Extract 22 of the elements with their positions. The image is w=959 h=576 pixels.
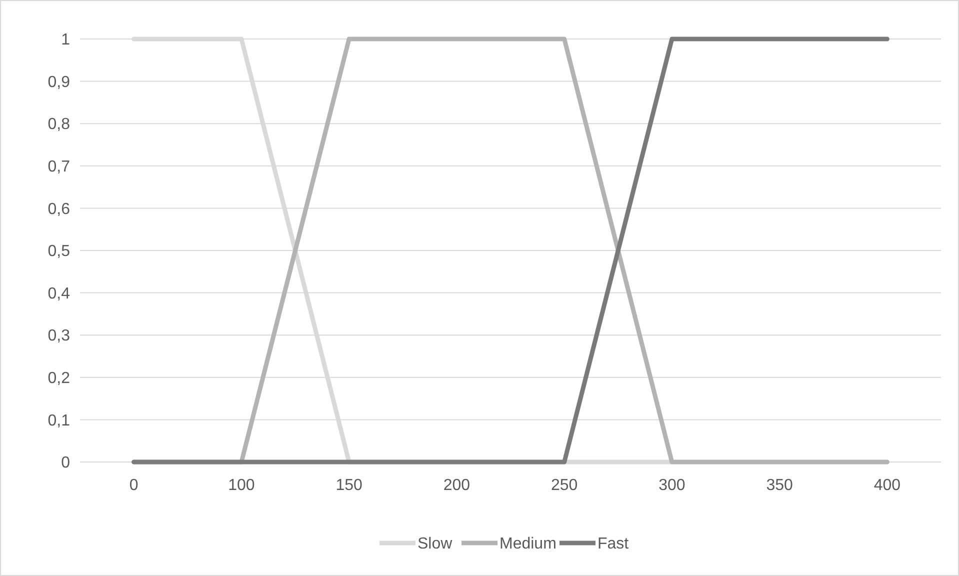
y-tick-label: 0,5 [48, 243, 70, 260]
y-tick-label: 0,2 [48, 370, 70, 387]
x-tick-label: 100 [228, 477, 255, 494]
legend-label: Medium [500, 536, 556, 553]
x-tick-label: 300 [658, 477, 686, 494]
legend-label: Fast [598, 536, 630, 553]
y-tick-label: 0,1 [48, 412, 70, 430]
x-tick-label: 400 [874, 477, 901, 494]
x-tick-label: 150 [336, 477, 363, 494]
y-tick-label: 0,7 [48, 158, 70, 176]
x-tick-label: 200 [443, 477, 470, 494]
x-tick-label: 0 [129, 477, 138, 494]
y-tick-label: 0 [61, 454, 70, 472]
y-tick-label: 0,8 [48, 116, 70, 134]
legend-label: Slow [418, 536, 453, 553]
y-tick-label: 1 [61, 32, 70, 49]
y-tick-label: 0,3 [48, 328, 70, 345]
x-tick-label: 250 [550, 477, 578, 494]
y-tick-label: 0,9 [48, 74, 70, 91]
y-tick-label: 0,6 [48, 200, 70, 218]
x-tick-label: 350 [766, 477, 794, 494]
y-tick-label: 0,4 [48, 285, 70, 302]
